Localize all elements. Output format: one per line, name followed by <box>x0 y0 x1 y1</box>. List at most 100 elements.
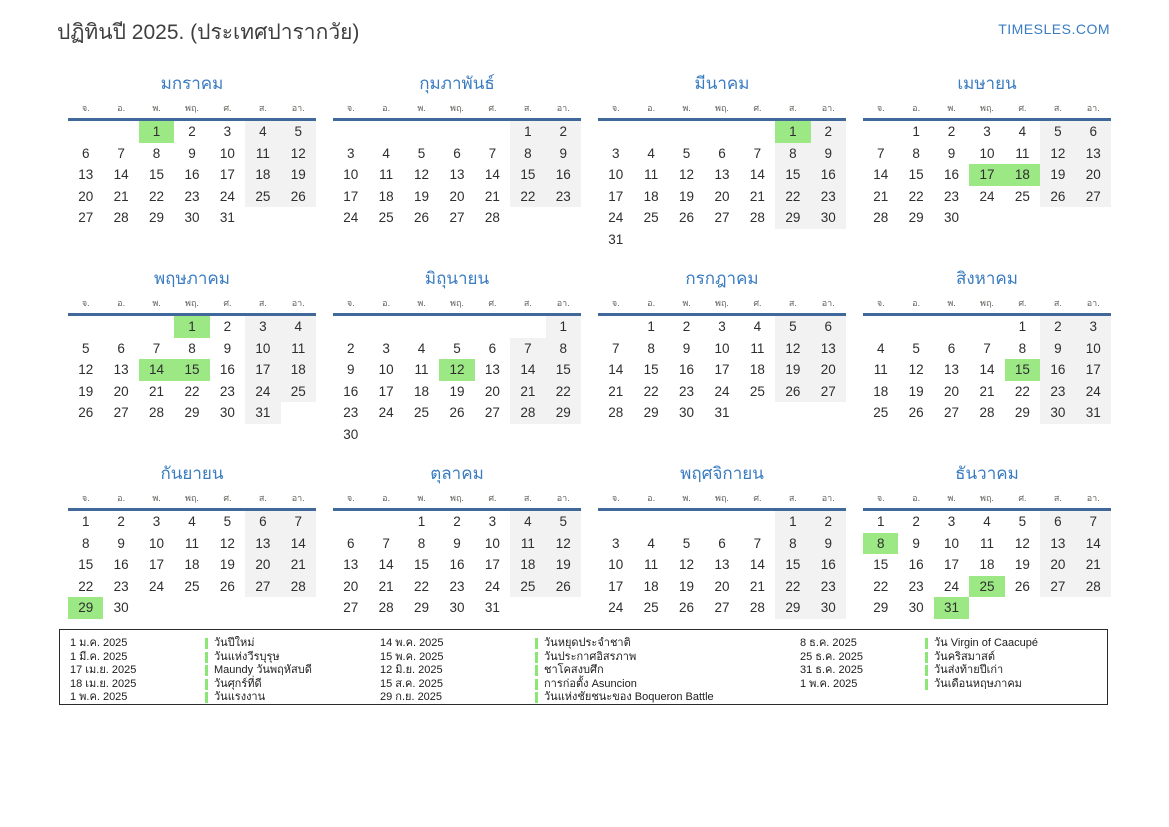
day-cell: 25 <box>184 578 200 594</box>
day-cell: 26 <box>908 405 924 421</box>
day-cell: 24 <box>378 405 394 421</box>
weekday-label: พฤ. <box>185 493 199 503</box>
day-cell: 7 <box>753 145 762 161</box>
day-cell: 30 <box>113 600 129 616</box>
day-cell: 31 <box>933 597 970 619</box>
day-cell: 10 <box>343 167 359 183</box>
day-cell: 2 <box>1040 316 1076 338</box>
weekday-label: จ. <box>611 103 620 113</box>
day-cell: 9 <box>682 340 691 356</box>
day-cell: 8 <box>81 535 90 551</box>
weekday-label: อา. <box>556 298 570 308</box>
day-cell: 12 <box>775 337 811 359</box>
month-title: ตุลาคม <box>430 464 484 483</box>
day-cell: 16 <box>449 557 465 573</box>
day-cell: 16 <box>219 362 235 378</box>
month-days: 1 2 3 4 5 6 7 8 9 10 11 12 13 14 15 16 17 18 19 20 21 22 23 24 2… <box>863 511 1111 619</box>
day-cell: 3 <box>346 145 355 161</box>
day-cell: 11 <box>379 167 394 183</box>
day-cell: 17 <box>944 557 960 573</box>
day-cell: 24 <box>343 210 359 226</box>
day-cell: 19 <box>1040 164 1076 186</box>
legend-date: 1 พ.ค. 2025 <box>70 691 128 703</box>
legend-holiday-label: Maundy วันพฤหัสบดี <box>214 664 312 677</box>
day-cell: 3 <box>983 124 991 140</box>
day-cell: 24 <box>149 578 165 594</box>
weekday-label: จ. <box>346 493 355 503</box>
day-cell: 15 <box>78 557 94 573</box>
legend-holiday-name: วันเดือนหฤษภาคม <box>925 678 1107 692</box>
day-cell: 21 <box>510 380 546 402</box>
day-cell: 14 <box>280 532 316 554</box>
day-cell: 12 <box>280 142 316 164</box>
day-cell: 11 <box>1015 145 1030 161</box>
day-cell: 22 <box>184 383 200 399</box>
day-cell: 4 <box>1018 124 1027 140</box>
day-cell: 19 <box>908 383 924 399</box>
day-cell: 8 <box>647 340 655 356</box>
day-cell: 14 <box>138 359 175 381</box>
page-title: ปฏิทินปี 2025. (ประเทศปารากวัย) <box>57 21 360 44</box>
day-cell: 12 <box>78 362 94 378</box>
day-cell: 30 <box>1040 402 1076 424</box>
day-cell: 30 <box>343 426 359 442</box>
day-cell: 12 <box>908 362 924 378</box>
day-cell: 29 <box>775 597 811 619</box>
day-cell: 21 <box>1075 554 1111 576</box>
day-cell: 3 <box>488 514 497 530</box>
weekday-label: พ. <box>152 493 161 503</box>
day-cell: 31 <box>714 405 730 421</box>
day-cell: 11 <box>979 535 994 551</box>
day-cell: 2 <box>947 124 956 140</box>
weekday-label: อ. <box>912 103 921 113</box>
legend-group: 14 พ.ค. 2025 วันหยุดประจำชาติ 15 พ.ค. 2025… <box>380 637 800 705</box>
weekday-label: อา. <box>291 298 305 308</box>
day-cell: 28 <box>873 210 889 226</box>
day-cell: 30 <box>810 597 846 619</box>
month-days: 1 2 3 4 5 6 7 8 9 10 11 12 13 14 15 16 17 18 19 20 21 22 23 24 2… <box>598 316 846 424</box>
day-cell: 30 <box>908 600 924 616</box>
day-cell: 17 <box>608 578 624 594</box>
day-cell: 6 <box>810 316 846 338</box>
weekday-label: อ. <box>382 298 391 308</box>
day-cell-empty <box>969 316 1004 338</box>
day-cell: 23 <box>343 405 359 421</box>
day-cell: 6 <box>718 145 726 161</box>
day-cell-empty <box>439 316 474 338</box>
day-cell: 23 <box>908 578 924 594</box>
day-cell: 6 <box>947 340 956 356</box>
day-cell-empty <box>139 316 174 338</box>
day-cell: 1 <box>647 319 655 335</box>
day-cell: 25 <box>969 575 1005 597</box>
day-cell: 13 <box>1040 532 1076 554</box>
day-cell: 29 <box>414 600 430 616</box>
legend-holiday-label: วัน Virgin of Caacupé <box>934 637 1038 650</box>
day-cell: 7 <box>280 511 316 533</box>
month-block: พฤษภาคม จ. อ. พ. พฤ. ศ. ส. อา. 1 2 3 4 5 6 7 8 9 10 11 12 13… <box>68 265 316 460</box>
day-cell: 11 <box>245 142 281 164</box>
day-cell: 18 <box>979 557 995 573</box>
day-cell: 13 <box>1075 142 1111 164</box>
day-cell: 30 <box>184 210 200 226</box>
month-title: มิถุนายน <box>424 269 490 288</box>
legend-date: 12 มิ.ย. 2025 <box>380 664 443 676</box>
day-cell-empty <box>863 316 898 338</box>
legend-holiday-label: วันแห่งวีรบุรุษ <box>214 650 280 663</box>
day-cell: 12 <box>545 532 581 554</box>
day-cell: 11 <box>184 535 199 551</box>
day-cell: 6 <box>1040 511 1076 533</box>
weekday-label: พฤ. <box>185 103 199 113</box>
day-cell: 23 <box>679 383 695 399</box>
day-cell: 10 <box>149 535 165 551</box>
legend-holiday-label: วันเดือนหฤษภาคม <box>934 677 1022 690</box>
month-title: ธันวาคม <box>955 464 1019 483</box>
month-block: พฤศจิกายน จ. อ. พ. พฤ. ศ. ส. อา. 1 2 3 4 5 6 7 8 9 10 11 12… <box>598 460 846 655</box>
day-cell: 8 <box>545 337 581 359</box>
day-cell-empty <box>934 316 969 338</box>
brand-link[interactable]: TIMESLES.COM <box>998 21 1110 37</box>
day-cell: 8 <box>510 142 546 164</box>
day-cell: 19 <box>1014 557 1030 573</box>
day-cell: 4 <box>647 535 655 551</box>
legend-tick-icon <box>535 665 538 677</box>
day-cell: 2 <box>682 319 691 335</box>
